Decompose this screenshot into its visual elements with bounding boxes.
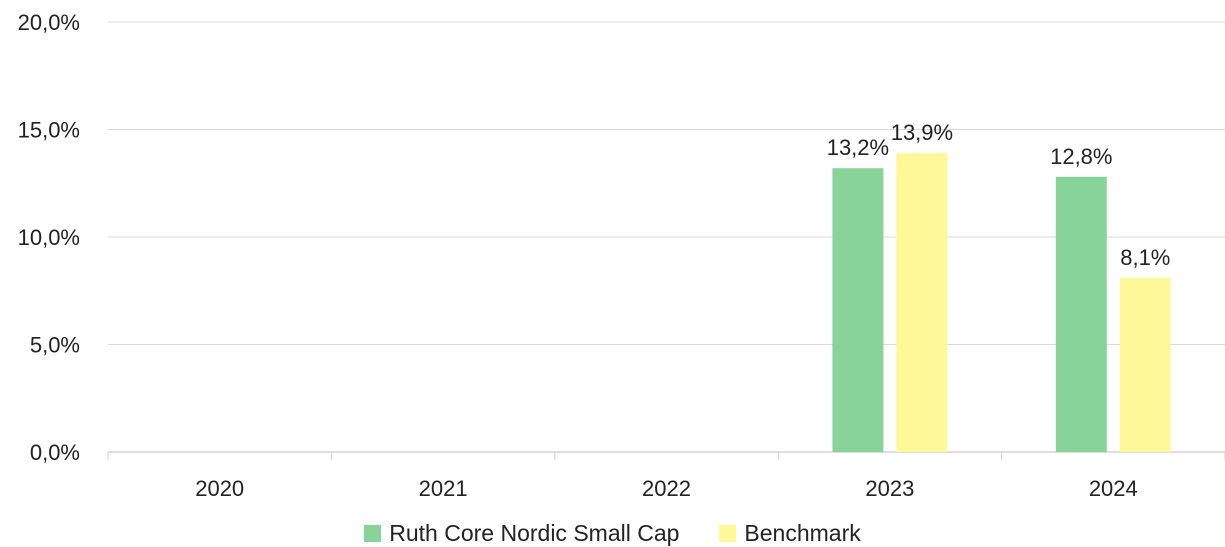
x-tick-label-2021: 2021 — [419, 476, 468, 501]
data-label-ruth-2024: 12,8% — [1050, 144, 1112, 169]
bar-ruth-2024 — [1055, 176, 1107, 453]
legend-swatch-benchmark — [719, 525, 737, 542]
bar-ruth-2023 — [832, 168, 884, 452]
legend-item-benchmark[interactable]: Benchmark — [719, 520, 861, 547]
x-tick-label-2024: 2024 — [1089, 476, 1138, 501]
legend-label-ruth: Ruth Core Nordic Small Cap — [389, 520, 680, 546]
y-tick-label-4: 20,0% — [18, 10, 80, 35]
x-tick-label-2020: 2020 — [195, 476, 244, 501]
legend-item-ruth[interactable]: Ruth Core Nordic Small Cap — [364, 520, 679, 547]
data-label-ruth-2023: 13,2% — [827, 135, 889, 160]
y-tick-label-1: 5,0% — [30, 333, 80, 358]
y-tick-label-0: 0,0% — [30, 440, 80, 465]
y-tick-label-3: 15,0% — [18, 118, 80, 143]
bar-chart-svg: 0,0% 5,0% 10,0% 15,0% 20,0% 2020 2021 2022 2023 2… — [18, 10, 1225, 501]
data-label-benchmark-2024: 8,1% — [1120, 245, 1170, 270]
legend-label-benchmark: Benchmark — [744, 520, 861, 546]
y-tick-label-2: 10,0% — [18, 225, 80, 250]
x-tick-label-2023: 2023 — [865, 476, 914, 501]
legend: Ruth Core Nordic Small Cap Benchmark — [0, 520, 1225, 547]
bar-benchmark-2023 — [896, 153, 948, 452]
legend-swatch-ruth — [364, 525, 382, 542]
data-label-benchmark-2023: 13,9% — [891, 120, 953, 145]
bar-benchmark-2024 — [1119, 277, 1171, 452]
x-tick-label-2022: 2022 — [642, 476, 691, 501]
